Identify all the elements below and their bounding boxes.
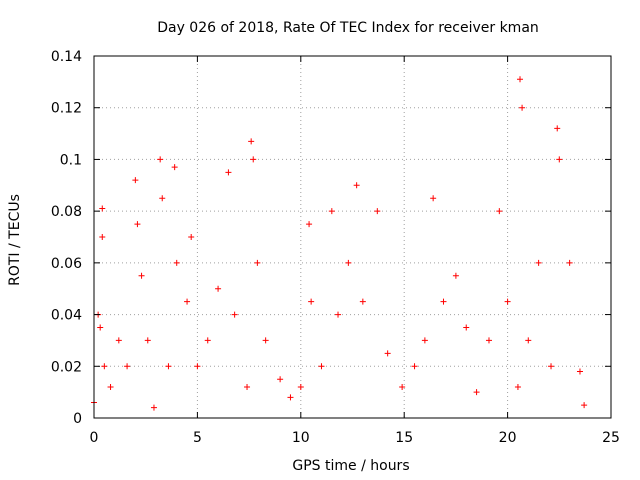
data-point: [328, 208, 335, 215]
y-tick-label: 0.14: [51, 49, 82, 65]
data-point: [287, 394, 294, 401]
y-tick-label: 0.12: [51, 101, 82, 117]
x-tick-label: 10: [292, 430, 310, 446]
data-point: [101, 363, 108, 370]
data-point: [440, 298, 447, 305]
data-point: [514, 383, 521, 390]
data-point: [504, 298, 511, 305]
data-point: [384, 350, 391, 357]
data-point: [566, 259, 573, 266]
y-tick-label: 0.02: [51, 359, 82, 375]
data-point: [215, 285, 222, 292]
x-axis-label: GPS time / hours: [292, 458, 409, 474]
data-point: [231, 311, 238, 318]
data-point: [581, 402, 588, 409]
data-point: [485, 337, 492, 344]
data-point: [97, 324, 104, 331]
data-point: [132, 177, 139, 184]
data-point: [171, 164, 178, 171]
x-tick-label: 15: [395, 430, 413, 446]
data-point: [576, 368, 583, 375]
data-point: [134, 221, 141, 228]
y-tick-label: 0.08: [51, 204, 82, 220]
data-point: [157, 156, 164, 163]
data-point: [353, 182, 360, 189]
data-point: [463, 324, 470, 331]
data-point: [248, 138, 255, 145]
data-point: [548, 363, 555, 370]
data-point: [535, 259, 542, 266]
data-point: [452, 272, 459, 279]
data-point: [99, 234, 106, 240]
y-tick-label: 0.06: [51, 256, 82, 272]
data-point: [225, 169, 232, 176]
data-point: [99, 205, 106, 212]
data-point: [204, 337, 211, 344]
data-point: [473, 389, 480, 396]
axis-ticks: [93, 55, 612, 419]
axis-tick-labels: 0 5 10 15 20 25 0 0.02 0.04 0.06 0.08 0.1 0.12 0.14: [51, 49, 620, 446]
data-point: [150, 404, 157, 411]
data-point: [277, 376, 284, 383]
data-point: [374, 208, 381, 215]
data-point: [144, 337, 151, 344]
data-point: [359, 298, 366, 305]
data-point: [525, 337, 532, 344]
x-tick-label: 5: [193, 430, 202, 446]
data-point: [254, 259, 261, 266]
data-point: [430, 195, 437, 202]
data-point: [194, 363, 201, 370]
data-point: [496, 208, 503, 215]
data-point: [411, 363, 418, 370]
data-point: [244, 383, 251, 390]
data-point: [138, 272, 145, 279]
y-tick-label: 0.1: [60, 152, 82, 168]
data-point: [308, 298, 315, 305]
x-tick-label: 0: [90, 430, 99, 446]
data-point: [421, 337, 428, 344]
plot-frame: [93, 55, 612, 419]
data-point: [517, 76, 524, 83]
data-point: [184, 298, 191, 305]
gridlines: [94, 56, 611, 418]
data-point: [399, 383, 406, 390]
data-point: [188, 234, 195, 240]
data-points: [91, 76, 588, 411]
data-point: [159, 195, 166, 202]
data-point: [124, 363, 131, 370]
data-point: [173, 259, 180, 266]
data-point: [318, 363, 325, 370]
data-point: [554, 125, 561, 132]
data-point: [262, 337, 269, 344]
chart-title: Day 026 of 2018, Rate Of TEC Index for r…: [157, 20, 539, 36]
y-axis-label: ROTI / TECUs: [7, 194, 23, 286]
x-tick-label: 20: [499, 430, 517, 446]
y-tick-label: 0.04: [51, 308, 82, 324]
x-tick-label: 25: [602, 430, 620, 446]
data-point: [556, 156, 563, 163]
y-tick-label: 0: [73, 411, 82, 427]
data-point: [107, 383, 114, 390]
data-point: [306, 221, 313, 228]
data-point: [115, 337, 122, 344]
data-point: [250, 156, 257, 163]
data-point: [519, 104, 526, 111]
data-point: [165, 363, 172, 370]
data-point: [297, 383, 304, 390]
data-point: [345, 259, 352, 266]
data-point: [335, 311, 342, 318]
